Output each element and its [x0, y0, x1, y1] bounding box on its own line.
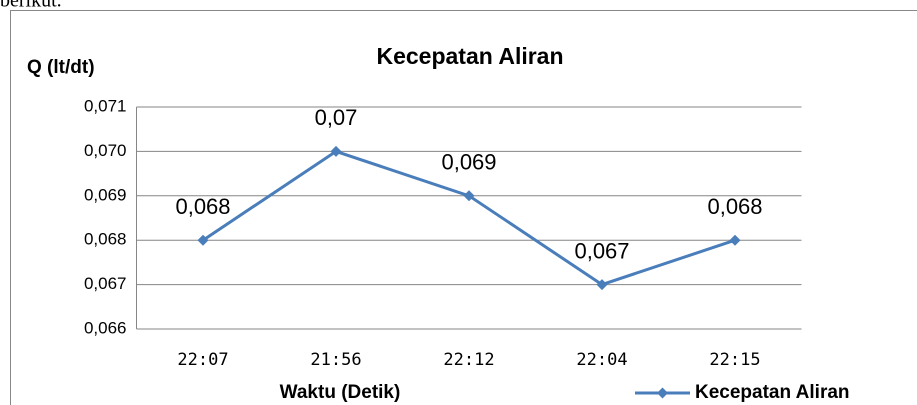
- legend-marker: [657, 387, 668, 399]
- y-tick-label: 0,068: [84, 230, 127, 249]
- y-axis-label: Q (lt/dt): [27, 57, 95, 78]
- point-marker: [330, 145, 342, 157]
- x-tick-label: 22:12: [443, 350, 494, 370]
- chart-frame: [10, 10, 917, 405]
- point-marker: [729, 234, 741, 246]
- point-marker: [596, 279, 608, 291]
- point-marker: [463, 190, 475, 202]
- y-tick-label: 0,071: [84, 96, 127, 115]
- legend-label: Kecepatan Aliran: [695, 382, 850, 403]
- y-tick-label: 0,067: [84, 274, 127, 293]
- y-tick-label: 0,070: [84, 141, 127, 160]
- point-marker: [197, 234, 209, 246]
- data-label: 0,067: [574, 238, 629, 263]
- data-label: 0,068: [707, 194, 762, 219]
- x-tick-label: 22:15: [709, 350, 760, 370]
- x-tick-label: 22:07: [177, 350, 228, 370]
- y-tick-label: 0,069: [84, 185, 127, 204]
- data-label: 0,068: [175, 194, 230, 219]
- x-axis-label: Waktu (Detik): [280, 382, 401, 403]
- data-label: 0,069: [441, 150, 496, 175]
- x-tick-label: 22:04: [576, 350, 627, 370]
- x-tick-label: 21:56: [310, 350, 361, 370]
- chart-title: Kecepatan Aliran: [376, 43, 563, 69]
- data-label: 0,07: [315, 105, 358, 130]
- y-tick-label: 0,066: [84, 318, 127, 337]
- text-above: berikut.: [0, 0, 62, 12]
